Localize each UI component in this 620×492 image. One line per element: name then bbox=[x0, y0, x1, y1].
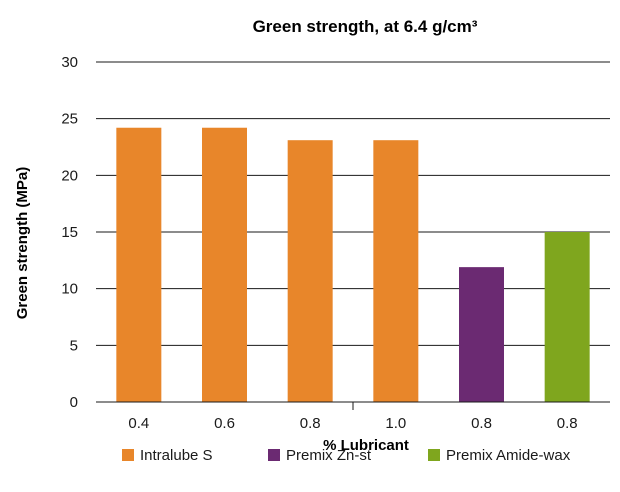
x-tick-label: 0.8 bbox=[471, 415, 492, 432]
y-tick-label: 10 bbox=[61, 281, 78, 298]
x-tick-label: 0.6 bbox=[214, 415, 235, 432]
bar bbox=[116, 127, 162, 402]
x-tick-label: 0.8 bbox=[557, 415, 578, 432]
bar bbox=[202, 127, 247, 402]
y-tick-label: 5 bbox=[70, 337, 78, 354]
x-tick-label: 0.8 bbox=[300, 415, 321, 432]
y-tick-label: 0 bbox=[70, 394, 78, 411]
legend-swatch bbox=[122, 449, 134, 461]
y-axis-ticks: 0 5 10 15 20 25 30 bbox=[61, 54, 78, 411]
bar bbox=[544, 232, 590, 402]
bar bbox=[459, 267, 504, 402]
x-tick-label: 1.0 bbox=[385, 415, 406, 432]
legend-label: Premix Amide-wax bbox=[446, 447, 571, 464]
chart-title: Green strength, at 6.4 g/cm³ bbox=[253, 17, 478, 36]
legend-label: Intralube S bbox=[140, 447, 213, 464]
bar bbox=[287, 140, 333, 402]
gridlines bbox=[96, 61, 610, 346]
y-axis-title: Green strength (MPa) bbox=[14, 167, 31, 320]
bar bbox=[373, 140, 419, 402]
x-axis-title: % Lubricant bbox=[323, 437, 409, 454]
x-tick-label: 0.4 bbox=[128, 415, 149, 432]
legend-swatch bbox=[428, 449, 440, 461]
bars bbox=[116, 127, 590, 402]
y-tick-label: 25 bbox=[61, 111, 78, 128]
y-tick-label: 30 bbox=[61, 54, 78, 71]
legend-label: Premix Zn-st bbox=[286, 447, 372, 464]
legend-swatch bbox=[268, 449, 280, 461]
legend: Intralube S Premix Zn-st Premix Amide-wax bbox=[122, 447, 571, 464]
x-axis-ticks: 0.4 0.6 0.8 1.0 0.8 0.8 bbox=[128, 402, 578, 432]
y-tick-label: 20 bbox=[61, 167, 78, 184]
y-tick-label: 15 bbox=[61, 224, 78, 241]
